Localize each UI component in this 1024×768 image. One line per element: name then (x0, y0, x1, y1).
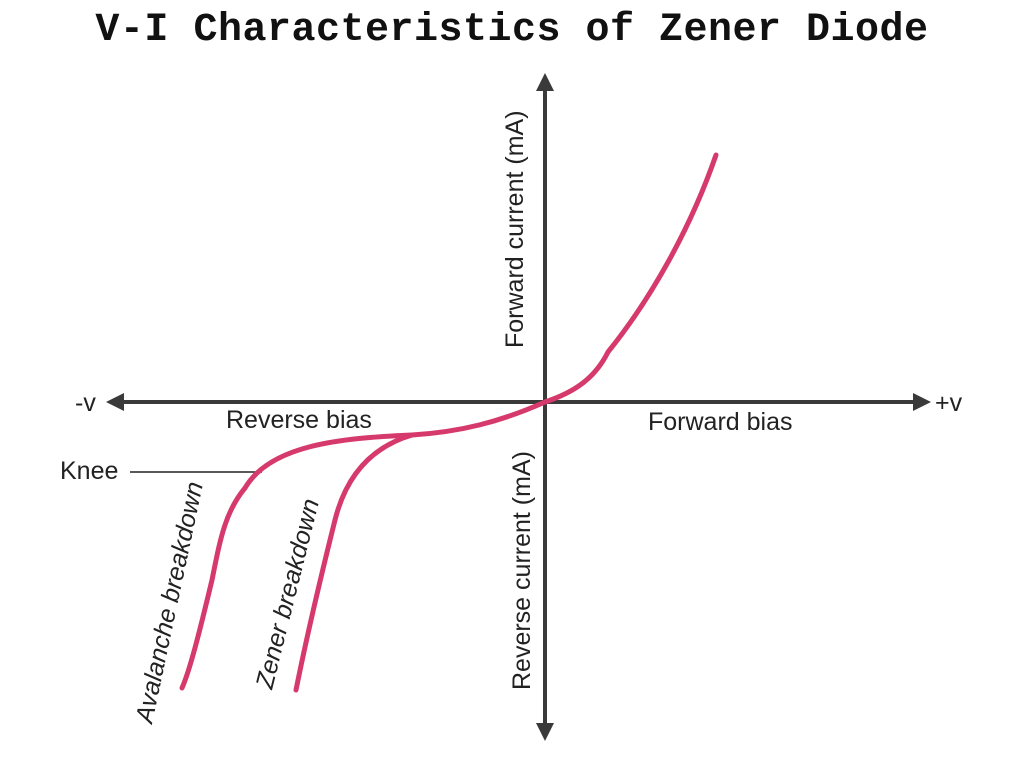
positive-voltage-label: +v (935, 389, 963, 417)
avalanche-breakdown-label: Avalanche breakdown (130, 479, 209, 727)
forward-current-label: Forward current (mA) (501, 110, 529, 348)
knee-label: Knee (60, 457, 118, 485)
reverse-bias-label: Reverse bias (226, 406, 372, 434)
zener-breakdown-label: Zener breakdown (250, 496, 324, 693)
page-title: V-I Characteristics of Zener Diode (95, 8, 929, 53)
forward-bias-label: Forward bias (648, 408, 793, 436)
negative-voltage-label: -v (75, 389, 96, 417)
reverse-current-label: Reverse current (mA) (508, 451, 536, 690)
zener-breakdown-curve (293, 432, 415, 693)
avalanche-breakdown-curve (179, 485, 248, 691)
forward-characteristic-curve (542, 152, 719, 405)
